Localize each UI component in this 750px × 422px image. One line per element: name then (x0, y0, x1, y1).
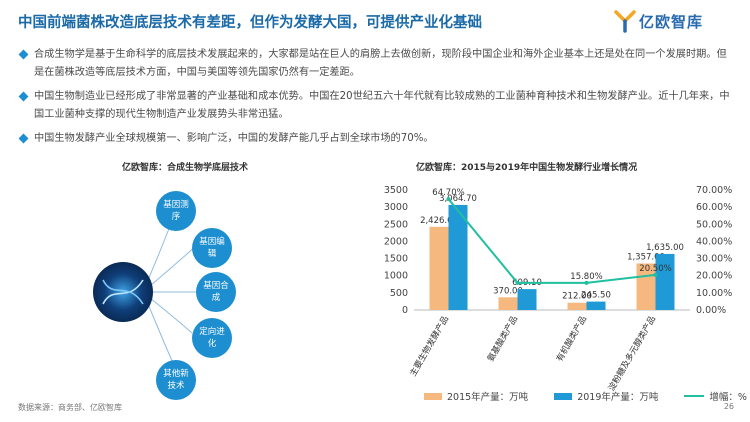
legend-label: 增幅：% (709, 392, 747, 403)
logo-icon (614, 10, 636, 33)
chart-legend: 2015年产量：万吨 2019年产量：万吨 增幅：% (424, 389, 750, 403)
y-tick-label: 2500 (384, 219, 408, 230)
bar-data-label: 1,357.00 (627, 252, 665, 262)
data-source: 数据来源：商务部、亿欧智库 (18, 403, 122, 412)
y2-tick-label: 20.00% (696, 271, 732, 282)
growth-point (515, 280, 520, 285)
dna-helix-icon (102, 279, 144, 305)
bar-2019 (655, 253, 675, 310)
page-title: 中国前端菌株改造底层技术有差距，但作为发酵大国，可提供产业化基础 (18, 15, 482, 31)
legend-item-growth: 增幅：% (684, 389, 747, 403)
bar-2019 (448, 204, 468, 310)
y-tick-label: 2000 (384, 236, 408, 247)
bullet-text: 中国生物制造业已经形成了非常显著的产业基础和成本优势。中国在20世纪五六十年代就… (34, 91, 730, 120)
y2-tick-label: 40.00% (696, 236, 732, 247)
bar-2015 (498, 297, 518, 310)
y2-tick-label: 50.00% (696, 219, 732, 230)
legend-swatch (554, 392, 573, 400)
bullet-item: 中国生物发酵产业全球规模第一、影响广泛，中国的发酵产能几乎占到全球市场的70%。 (18, 130, 736, 148)
dna-image (93, 262, 153, 322)
bar-2019 (517, 289, 537, 310)
growth-point (446, 197, 451, 202)
diagram-title: 亿欧智库：合成生物学底层技术 (122, 163, 249, 173)
bar-2015 (567, 302, 587, 310)
y2-tick-label: 70.00% (696, 185, 732, 196)
y2-tick-label: 0.00% (696, 305, 726, 316)
growth-data-label: 20.50% (639, 264, 671, 274)
page-number: 26 (723, 402, 734, 411)
logo-text: 亿欧智库 (639, 13, 704, 31)
brand-logo: 亿欧智库 (612, 8, 742, 34)
chart-title: 亿欧智库：2015与2019年中国生物发酵行业增长情况 (416, 163, 638, 173)
diagram-node: 其他新技术 (156, 360, 196, 400)
legend-line (684, 395, 705, 397)
y2-tick-label: 10.00% (696, 288, 732, 299)
growth-data-label: 15.80% (570, 272, 602, 282)
legend-swatch (424, 392, 442, 400)
legend-item-2015: 2015年产量：万吨 (424, 389, 528, 403)
x-tick-label: 氨基酸类产品 (485, 314, 520, 364)
growth-line (447, 198, 656, 284)
growth-point (653, 272, 658, 277)
bar-2019 (586, 301, 606, 310)
y2-tick-label: 30.00% (696, 254, 732, 265)
diagram-node: 基因测序 (156, 191, 196, 231)
y-tick-label: 1000 (384, 271, 408, 282)
y-tick-label: 3000 (384, 202, 408, 213)
bullet-list: 合成生物学是基于生命科学的底层技术发展起来的，大家都是站在巨人的肩膀上去做创新，… (18, 46, 736, 154)
bullet-text: 合成生物学是基于生命科学的底层技术发展起来的，大家都是站在巨人的肩膀上去做创新，… (34, 49, 727, 78)
bar-data-label: 245.50 (581, 291, 611, 301)
x-tick-label: 主要生物发酵产品 (408, 314, 452, 378)
bar-data-label: 1,635.00 (646, 243, 684, 253)
bullet-item: 中国生物制造业已经形成了非常显著的产业基础和成本优势。中国在20世纪五六十年代就… (18, 88, 736, 124)
growth-data-label: 64.70% (432, 188, 464, 198)
diagram-node: 定向进化 (192, 318, 232, 358)
y-tick-label: 0 (402, 305, 408, 316)
legend-item-2019: 2019年产量：万吨 (554, 389, 658, 403)
diagram-node: 基因合成 (196, 272, 236, 312)
bar-data-label: 212.00 (562, 292, 592, 302)
x-tick-label: 淀粉糖及多元醇类产品 (606, 314, 658, 393)
y-tick-label: 500 (390, 288, 408, 299)
bar-data-label: 2,426.00 (420, 216, 458, 226)
bar-data-label: 3,064.70 (439, 194, 477, 204)
bullet-item: 合成生物学是基于生命科学的底层技术发展起来的，大家都是站在巨人的肩膀上去做创新，… (18, 46, 736, 82)
y2-tick-label: 60.00% (696, 202, 732, 213)
legend-label: 2019年产量：万吨 (577, 392, 659, 403)
growth-point (584, 280, 589, 285)
y-tick-label: 3500 (384, 185, 408, 196)
legend-label: 2015年产量：万吨 (447, 392, 529, 403)
diagram-node: 基因编辑 (192, 228, 232, 268)
x-tick-label: 有机酸类产品 (554, 314, 589, 364)
bar-2015 (429, 226, 449, 310)
y-tick-label: 1500 (384, 254, 408, 265)
bullet-text: 中国生物发酵产业全球规模第一、影响广泛，中国的发酵产能几乎占到全球市场的70%。 (34, 133, 434, 144)
bar-data-label: 370.00 (493, 286, 523, 296)
